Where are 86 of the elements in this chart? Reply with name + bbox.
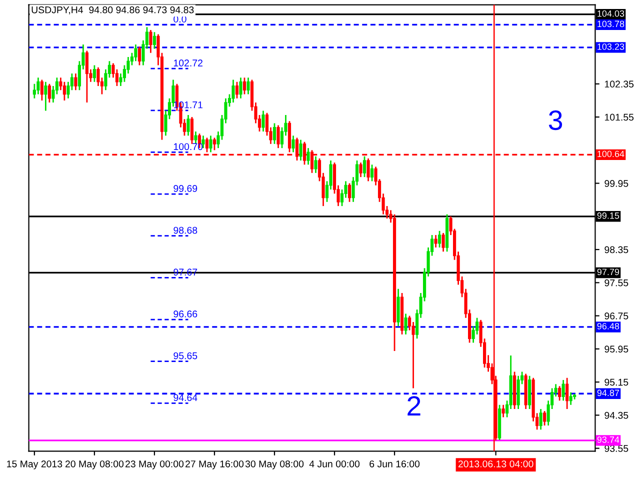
y-tick-label: 95.95: [604, 346, 628, 353]
candlestick: [262, 110, 265, 132]
ref-line-label: 93.74: [597, 436, 620, 443]
candlestick: [272, 122, 276, 145]
candlestick: [348, 182, 352, 203]
candlestick: [92, 64, 96, 83]
ref-line-label: 100.70: [174, 143, 203, 150]
candlestick: [543, 410, 546, 426]
candlestick: [44, 81, 48, 112]
ref-line-label: 99.69: [174, 185, 198, 192]
x-tick-label: 20 May 08:00: [65, 460, 124, 470]
y-tick-label: 96.75: [604, 312, 628, 320]
candlestick: [502, 404, 505, 418]
y-tick-label: 94.35: [604, 412, 628, 419]
candlestick: [404, 313, 408, 336]
y-tick-label: 97.55: [604, 279, 628, 286]
candlestick: [40, 79, 44, 102]
candlestick: [562, 379, 565, 402]
candlestick: [212, 137, 216, 151]
candlestick: [314, 156, 318, 174]
ref-line-label: 98.68: [174, 226, 198, 234]
candlestick: [235, 81, 239, 100]
candlestick: [194, 130, 198, 145]
ref-line-label: 94.87: [597, 390, 620, 396]
chart-title: USDJPY,H4 94.80 94.86 94.73 94.83: [32, 6, 194, 14]
y-tick-label: 95.15: [604, 378, 628, 386]
candlestick: [292, 134, 295, 153]
y-tick-label: 99.95: [604, 180, 628, 187]
ref-line-label: 103.23: [598, 43, 624, 50]
x-tick-label: 30 May 08:00: [245, 460, 304, 470]
x-tick-label: 27 May 16:00: [186, 460, 244, 470]
ref-line-label: 100.64: [598, 150, 624, 158]
candlestick: [442, 232, 445, 252]
ref-line-label: 96.66: [174, 310, 198, 318]
candlestick: [370, 164, 374, 182]
candlestick: [232, 79, 235, 104]
ref-line-label: 103.78: [598, 20, 624, 28]
y-tick-label: 98.35: [604, 246, 628, 254]
candlestick: [362, 156, 366, 178]
candlestick: [242, 76, 246, 95]
ref-line-label: 94.64: [174, 394, 198, 402]
candlestick: [104, 68, 108, 91]
candlestick: [299, 139, 302, 162]
candlestick: [119, 72, 122, 87]
x-tick-label: 4 Jun 00:00: [309, 460, 360, 468]
x-tick-label: 23 May 00:00: [125, 460, 184, 470]
candlestick: [149, 29, 152, 54]
candlestick: [205, 137, 209, 153]
candlestick: [539, 408, 542, 430]
candlestick: [558, 385, 562, 402]
candlestick: [569, 392, 572, 406]
candlestick: [359, 162, 362, 178]
candlestick: [434, 234, 438, 248]
ref-line-label: 104.03: [598, 10, 624, 17]
annotation: 3: [548, 110, 562, 130]
candlestick: [134, 44, 138, 62]
candlestick: [152, 31, 156, 50]
ref-line-label: 99.15: [597, 212, 620, 219]
candlestick: [74, 72, 78, 91]
x-tick-label: 6 Jun 16:00: [370, 460, 420, 468]
candlestick: [239, 76, 242, 100]
ref-line-label: 95.65: [174, 352, 198, 360]
candlestick: [112, 62, 115, 78]
candlestick: [186, 114, 190, 136]
x-tick-label: 15 May 2013: [7, 460, 62, 470]
ref-line-label: 96.48: [597, 323, 620, 330]
candlestick: [190, 116, 194, 145]
candlestick: [62, 81, 66, 102]
candlestick: [202, 134, 205, 149]
candlestick: [306, 147, 310, 166]
candlestick: [36, 76, 40, 95]
candlestick: [246, 76, 250, 95]
ref-line-label: 97.79: [597, 268, 620, 276]
candlestick: [566, 377, 569, 410]
candlestick: [48, 83, 51, 104]
ref-line-label: 102.72: [174, 60, 202, 66]
y-tick-label: 102.35: [604, 80, 634, 88]
candlestick: [138, 46, 141, 66]
candlestick: [209, 134, 212, 153]
candlestick: [85, 50, 88, 104]
candlestick: [438, 230, 442, 248]
x-tick-label: 2013.06.13 04:00: [458, 460, 534, 468]
candlestick: [276, 124, 280, 149]
y-tick-label: 101.55: [604, 114, 634, 121]
annotation: 2: [408, 396, 420, 416]
candlestick: [366, 158, 370, 182]
